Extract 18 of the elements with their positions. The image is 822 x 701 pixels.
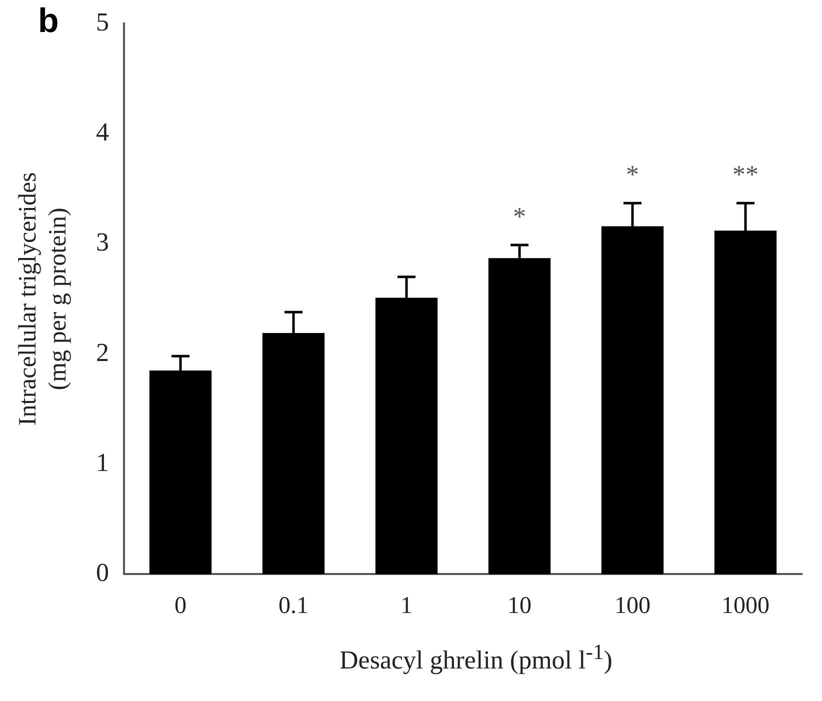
x-tick-label: 0: [174, 592, 186, 619]
y-tick-label: 1: [96, 448, 109, 477]
annotation: *: [513, 202, 526, 231]
x-tick-label: 10: [508, 592, 532, 619]
x-tick-label: 100: [614, 592, 650, 619]
x-tick-label: 1000: [722, 592, 770, 619]
annotation: *: [626, 160, 639, 189]
y-tick-label: 3: [96, 228, 109, 257]
x-tick-label: 1: [400, 592, 412, 619]
text: b: [38, 2, 59, 41]
x-axis-title: Desacyl ghrelin (pmol l$^{-1}$): [338, 640, 614, 676]
y-tick-label: 5: [96, 7, 109, 36]
y-tick-label: 0: [96, 558, 109, 588]
x-tick-label: 0.1: [278, 592, 308, 619]
y-axis-title: Intracellular triglycerides (mg per g protein): [14, 172, 72, 426]
y-tick-label: 4: [96, 118, 109, 147]
annotation: **: [732, 160, 758, 189]
y-tick-label: 2: [96, 338, 109, 367]
